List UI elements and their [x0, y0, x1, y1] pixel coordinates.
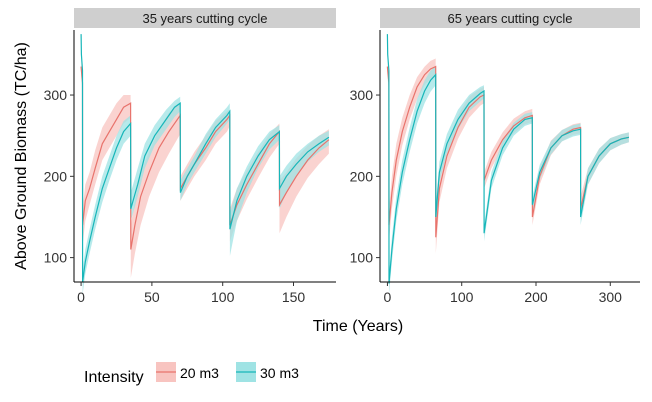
panel-strip — [74, 8, 336, 28]
y-tick-label: 300 — [350, 87, 374, 103]
y-tick-label: 100 — [350, 250, 374, 266]
legend-label: 20 m3 — [180, 365, 219, 381]
panel-title: 65 years cutting cycle — [447, 11, 572, 26]
x-tick-label: 300 — [599, 289, 623, 305]
panel-1: 35 years cutting cycle 100 200 300 0 50 100 150 — [44, 8, 336, 305]
y-tick-label: 100 — [44, 250, 68, 266]
y-axis-title: Above Ground Biomass (TC/ha) — [13, 42, 30, 270]
y-tick-label: 200 — [44, 168, 68, 184]
legend-label: 30 m3 — [260, 365, 299, 381]
x-tick-label: 200 — [524, 289, 548, 305]
legend: Intensity 20 m3 30 m3 — [84, 362, 299, 386]
y-tick-label: 300 — [44, 87, 68, 103]
legend-title: Intensity — [84, 369, 144, 386]
x-tick-label: 0 — [77, 289, 85, 305]
x-tick-label: 50 — [144, 289, 160, 305]
ribbon-30-m3 — [81, 30, 329, 295]
y-tick-label: 200 — [350, 168, 374, 184]
x-tick-label: 150 — [282, 289, 306, 305]
series-line-30-m3 — [80, 34, 330, 283]
legend-key-30-m3 — [236, 362, 256, 382]
panel-title: 35 years cutting cycle — [142, 11, 267, 26]
x-tick-label: 100 — [211, 289, 235, 305]
series-line-30-m3 — [386, 34, 630, 284]
panel-strip — [380, 8, 640, 28]
x-tick-label: 100 — [450, 289, 474, 305]
legend-key-20-m3 — [156, 362, 176, 382]
x-axis-title: Time (Years) — [313, 318, 403, 335]
panel-2: 65 years cutting cycle 100 200 300 0 100 200 30… — [350, 8, 640, 305]
x-tick-label: 0 — [384, 289, 392, 305]
